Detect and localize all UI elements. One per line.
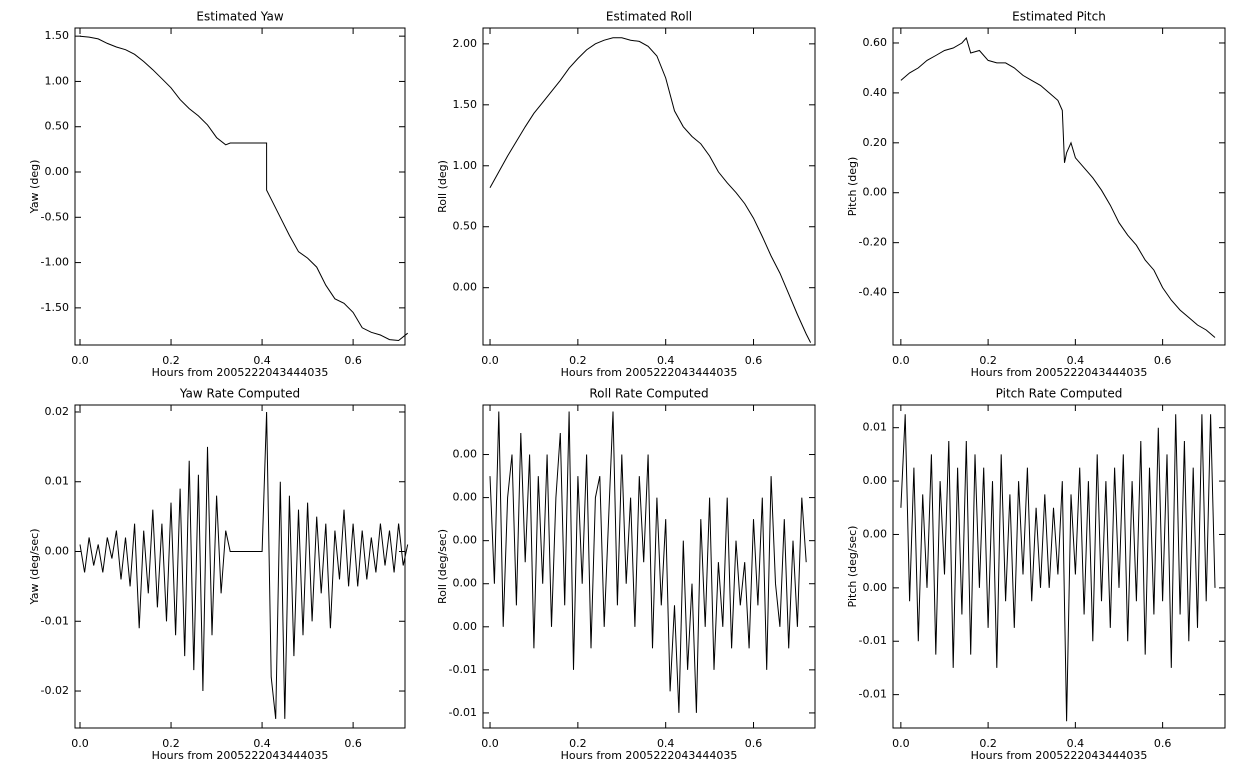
chart-title: Estimated Yaw <box>196 10 283 24</box>
chart-title: Roll Rate Computed <box>589 387 708 401</box>
y-tick-label: 0.02 <box>45 405 70 418</box>
y-tick-label: -0.40 <box>859 286 887 299</box>
y-axis-label: Pitch (deg) <box>846 157 859 217</box>
y-tick-label: 2.00 <box>453 37 478 50</box>
data-line <box>900 36 1216 338</box>
y-tick-label: -0.20 <box>859 236 887 249</box>
y-axis-label: Yaw (deg/sec) <box>28 528 41 605</box>
y-axis-label: Roll (deg) <box>436 160 449 213</box>
x-axis-label: Hours from 2005222043444035 <box>152 749 329 762</box>
y-tick-label: 0.00 <box>863 186 888 199</box>
y-tick-label: 0.00 <box>863 581 888 594</box>
y-tick-label: 0.00 <box>453 577 478 590</box>
y-tick-label: 0.00 <box>453 534 478 547</box>
x-tick-label: 0.2 <box>979 354 997 367</box>
x-tick-label: 0.2 <box>569 354 587 367</box>
y-axis-label: Yaw (deg) <box>28 160 41 215</box>
data-line <box>79 35 409 342</box>
x-tick-label: 0.6 <box>745 354 763 367</box>
y-tick-label: -0.01 <box>859 634 887 647</box>
chart-title: Yaw Rate Computed <box>179 387 300 401</box>
y-tick-label: 0.01 <box>45 475 70 488</box>
x-tick-label: 0.4 <box>253 737 271 750</box>
plot-frame <box>482 404 816 729</box>
x-axis-label: Hours from 2005222043444035 <box>152 366 329 379</box>
x-tick-label: 0.6 <box>344 737 362 750</box>
y-tick-label: 0.00 <box>453 491 478 504</box>
x-tick-label: 0.4 <box>1067 354 1085 367</box>
x-tick-label: 0.2 <box>162 737 180 750</box>
data-line <box>489 37 812 343</box>
plot-frame <box>892 404 1226 729</box>
x-tick-label: 0.6 <box>745 737 763 750</box>
y-tick-label: 0.00 <box>863 527 888 540</box>
data-line <box>79 411 409 719</box>
y-tick-label: -0.02 <box>41 684 69 697</box>
chart-title: Estimated Roll <box>606 10 692 24</box>
plot-frame <box>74 404 406 729</box>
y-tick-label: -0.01 <box>859 688 887 701</box>
y-tick-label: 0.00 <box>863 474 888 487</box>
y-tick-label: 1.00 <box>45 74 70 87</box>
plot-frame <box>482 27 816 346</box>
x-tick-label: 0.0 <box>71 737 89 750</box>
x-tick-label: 0.6 <box>1154 354 1172 367</box>
x-tick-label: 0.6 <box>344 354 362 367</box>
x-tick-label: 0.0 <box>71 354 89 367</box>
y-tick-label: 1.50 <box>453 98 478 111</box>
y-tick-label: 0.50 <box>453 220 478 233</box>
y-tick-label: 0.01 <box>863 421 888 434</box>
x-axis-label: Hours from 2005222043444035 <box>561 366 738 379</box>
x-tick-label: 0.0 <box>481 354 499 367</box>
data-line <box>489 411 807 713</box>
y-tick-label: -0.01 <box>449 663 477 676</box>
y-tick-label: -1.00 <box>41 256 69 269</box>
y-tick-label: 0.50 <box>45 120 70 133</box>
x-tick-label: 0.4 <box>657 354 675 367</box>
chart-title: Estimated Pitch <box>1012 10 1106 24</box>
y-tick-label: -1.50 <box>41 301 69 314</box>
y-axis-label: Pitch (deg/sec) <box>846 526 859 608</box>
x-tick-label: 0.4 <box>253 354 271 367</box>
plot-frame <box>74 27 406 346</box>
y-tick-label: 0.00 <box>453 620 478 633</box>
y-tick-label: 0.00 <box>45 165 70 178</box>
y-tick-label: 0.60 <box>863 36 888 49</box>
x-tick-label: 0.6 <box>1154 737 1172 750</box>
y-tick-label: 0.00 <box>453 281 478 294</box>
y-tick-label: -0.01 <box>41 614 69 627</box>
x-tick-label: 0.2 <box>569 737 587 750</box>
y-tick-label: -0.50 <box>41 210 69 223</box>
x-tick-label: 0.2 <box>162 354 180 367</box>
data-line <box>900 414 1216 722</box>
y-tick-label: 0.20 <box>863 136 888 149</box>
y-tick-label: 0.40 <box>863 86 888 99</box>
y-tick-label: 0.00 <box>453 448 478 461</box>
x-axis-label: Hours from 2005222043444035 <box>971 366 1148 379</box>
x-axis-label: Hours from 2005222043444035 <box>971 749 1148 762</box>
x-tick-label: 0.0 <box>892 737 910 750</box>
x-tick-label: 0.2 <box>979 737 997 750</box>
x-tick-label: 0.0 <box>892 354 910 367</box>
y-tick-label: 1.50 <box>45 29 70 42</box>
y-tick-label: -0.01 <box>449 706 477 719</box>
x-tick-label: 0.4 <box>657 737 675 750</box>
x-axis-label: Hours from 2005222043444035 <box>561 749 738 762</box>
x-tick-label: 0.4 <box>1067 737 1085 750</box>
y-axis-label: Roll (deg/sec) <box>436 529 449 604</box>
y-tick-label: 0.00 <box>45 545 70 558</box>
plot-frame <box>892 27 1226 346</box>
x-tick-label: 0.0 <box>481 737 499 750</box>
chart-title: Pitch Rate Computed <box>996 387 1123 401</box>
y-tick-label: 1.00 <box>453 159 478 172</box>
